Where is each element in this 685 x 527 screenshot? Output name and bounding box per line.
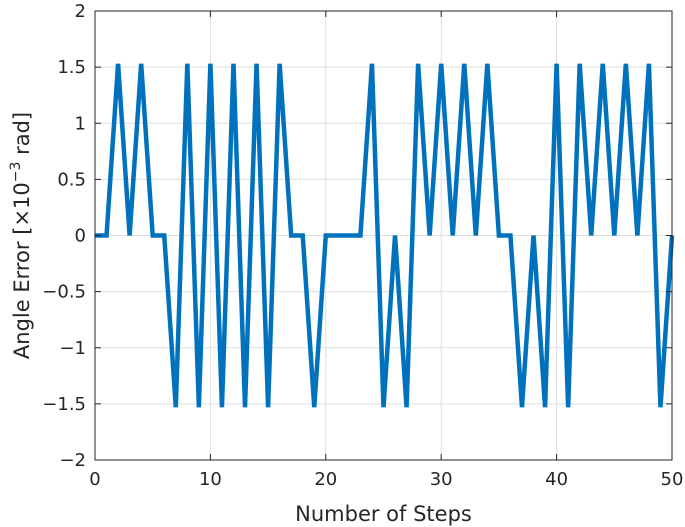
y-tick-label: −1 [59,338,86,359]
y-axis-title-exponent: −3 [8,162,24,183]
y-tick-label: 2 [75,1,86,22]
tick-marks [94,10,673,461]
x-axis-title: Number of Steps [295,502,472,526]
y-tick-label: 1.5 [57,57,86,78]
y-tick-label: 0.5 [57,169,86,190]
x-tick-label: 20 [314,469,337,490]
x-tick-label: 10 [199,469,222,490]
y-tick-labels: 2 1.5 1 0.5 0 −0.5 −1 −1.5 −2 [42,1,86,471]
y-axis-title-times: × [10,209,34,227]
x-tick-labels: 0 10 20 30 40 50 [89,469,683,490]
y-axis-title-base: 10 [10,182,34,209]
x-tick-label: 50 [661,469,684,490]
y-tick-label: 0 [75,226,86,247]
x-tick-label: 0 [89,469,100,490]
y-tick-label: −0.5 [42,282,86,303]
y-tick-label: −1.5 [42,394,86,415]
y-axis-title-prefix: Angle Error [ [10,227,34,360]
y-axis-title: Angle Error [×10−3 rad] [8,112,34,359]
y-tick-label: −2 [59,450,86,471]
y-axis-title-suffix: rad] [10,112,34,162]
x-tick-label: 40 [545,469,568,490]
x-tick-label: 30 [430,469,453,490]
y-tick-label: 1 [75,113,86,134]
angle-error-series-line [95,63,675,408]
